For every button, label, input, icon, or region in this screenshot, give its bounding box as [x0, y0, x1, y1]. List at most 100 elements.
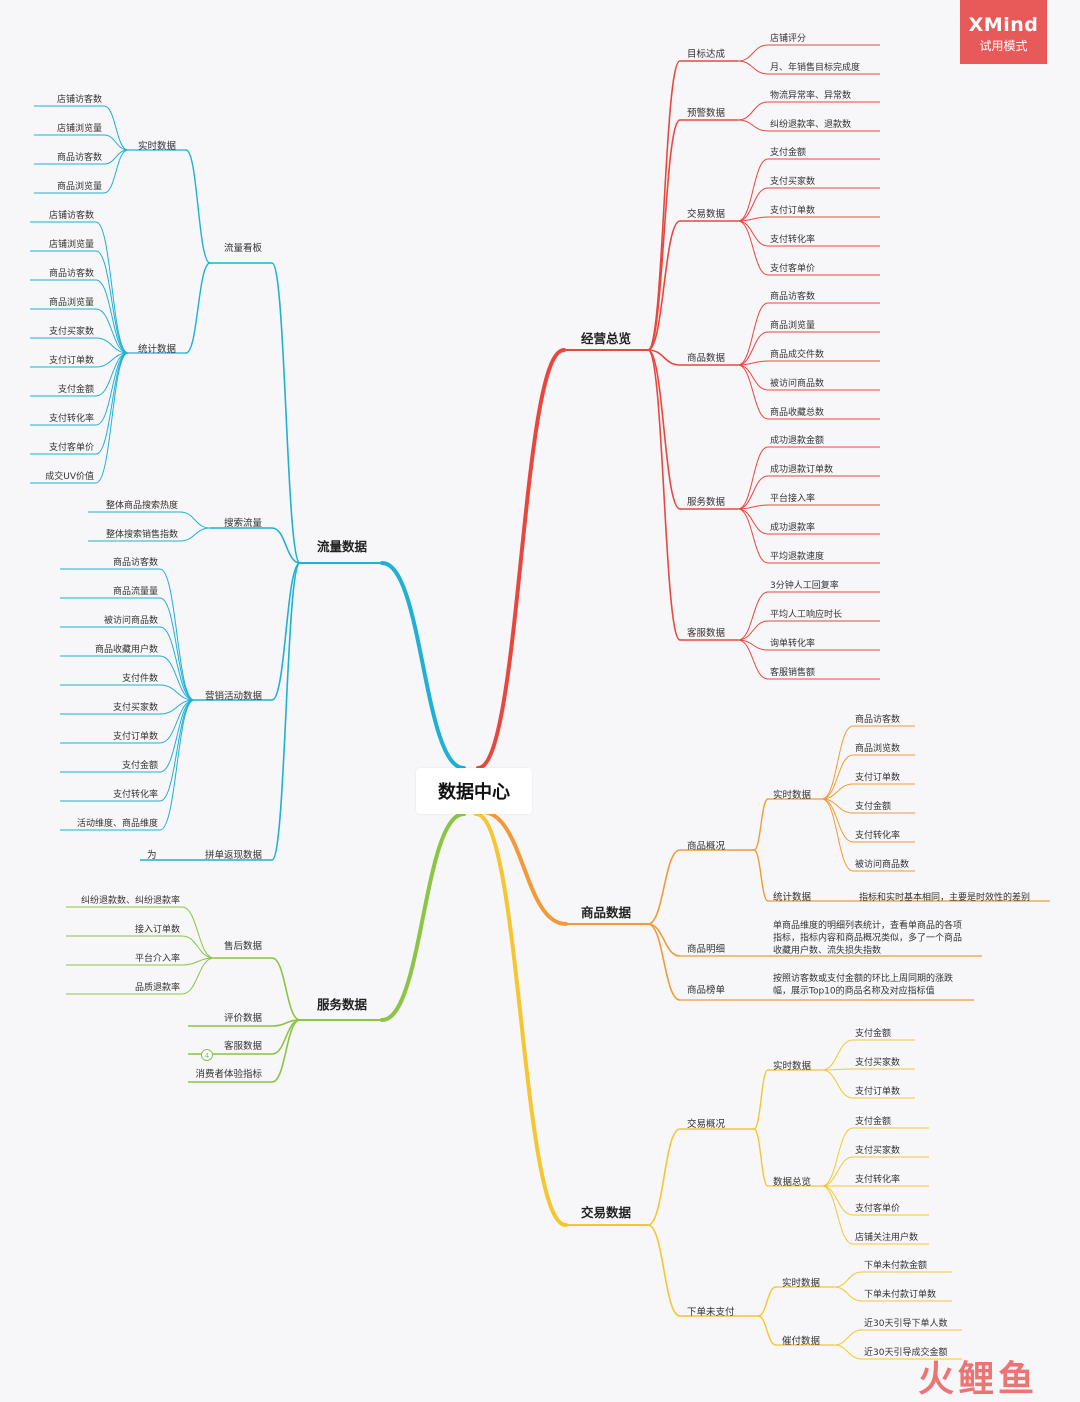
leaf-topic[interactable]: 3分钟人工回复率 — [770, 579, 839, 591]
leaf-topic[interactable]: 支付件数 — [122, 672, 158, 684]
group-topic[interactable]: 统计数据 — [138, 343, 177, 355]
leaf-topic[interactable]: 商品浏览数 — [855, 742, 900, 754]
leaf-topic[interactable]: 被访问商品数 — [770, 377, 824, 389]
leaf-topic[interactable]: 店铺关注用户数 — [855, 1231, 918, 1243]
section-topic-shangpin[interactable]: 商品数据 — [581, 905, 632, 920]
section-topic-jingying[interactable]: 经营总览 — [581, 331, 631, 346]
group-topic[interactable]: 商品概况 — [687, 840, 726, 852]
leaf-topic[interactable]: 平台介入率 — [135, 952, 180, 964]
leaf-topic[interactable]: 支付转化率 — [49, 412, 94, 424]
note-text[interactable]: 指标和实时基本相同，主要是时效性的差别 — [859, 891, 1030, 903]
leaf-topic[interactable]: 物流异常率、异常数 — [770, 89, 851, 101]
group-topic[interactable]: 营销活动数据 — [205, 690, 263, 702]
group-topic[interactable]: 商品数据 — [687, 352, 726, 364]
leaf-topic[interactable]: 近30天引导下单人数 — [864, 1317, 947, 1329]
group-topic[interactable]: 售后数据 — [224, 940, 263, 952]
group-topic[interactable]: 客服数据 — [687, 627, 726, 639]
leaf-topic[interactable]: 支付转化率 — [113, 788, 158, 800]
group-topic[interactable]: 数据总览 — [773, 1176, 811, 1188]
leaf-topic[interactable]: 店铺访客数 — [49, 209, 94, 221]
leaf-topic[interactable]: 支付订单数 — [49, 354, 94, 366]
leaf-topic[interactable]: 商品访客数 — [113, 556, 158, 568]
leaf-topic[interactable]: 被访问商品数 — [104, 614, 158, 626]
group-topic[interactable]: 商品榜单 — [687, 984, 726, 996]
leaf-topic[interactable]: 支付金额 — [770, 146, 806, 158]
leaf-topic[interactable]: 下单未付款订单数 — [864, 1288, 936, 1300]
leaf-topic[interactable]: 询单转化率 — [770, 637, 815, 649]
group-topic[interactable]: 客服数据 — [224, 1040, 263, 1052]
leaf-topic[interactable]: 支付金额 — [855, 1027, 891, 1039]
section-topic-fuwu[interactable]: 服务数据 — [317, 997, 368, 1012]
leaf-topic[interactable]: 支付订单数 — [113, 730, 158, 742]
note-text[interactable]: 幅，展示Top10的商品名称及对应指标值 — [773, 985, 935, 997]
leaf-topic[interactable]: 月、年销售目标完成度 — [770, 61, 860, 73]
leaf-topic[interactable]: 接入订单数 — [135, 923, 180, 935]
group-topic[interactable]: 催付数据 — [782, 1335, 821, 1347]
leaf-topic[interactable]: 支付转化率 — [855, 829, 900, 841]
leaf-topic[interactable]: 成交UV价值 — [45, 470, 94, 482]
leaf-topic[interactable]: 纠纷退款率、退款数 — [770, 118, 851, 130]
leaf-topic[interactable]: 为 — [147, 849, 157, 861]
group-topic[interactable]: 评价数据 — [224, 1012, 263, 1024]
leaf-topic[interactable]: 近30天引导成交金额 — [864, 1346, 947, 1358]
group-topic[interactable]: 交易概况 — [687, 1118, 726, 1130]
group-topic[interactable]: 实时数据 — [138, 140, 177, 152]
leaf-topic[interactable]: 支付订单数 — [855, 1085, 900, 1097]
leaf-topic[interactable]: 商品浏览量 — [770, 319, 815, 331]
leaf-topic[interactable]: 商品流量量 — [113, 585, 158, 597]
leaf-topic[interactable]: 店铺评分 — [770, 32, 806, 44]
leaf-topic[interactable]: 平台接入率 — [770, 492, 815, 504]
leaf-topic[interactable]: 支付买家数 — [770, 175, 815, 187]
leaf-topic[interactable]: 商品成交件数 — [770, 348, 824, 360]
leaf-topic[interactable]: 支付转化率 — [855, 1173, 900, 1185]
leaf-topic[interactable]: 支付买家数 — [855, 1144, 900, 1156]
group-topic[interactable]: 预警数据 — [687, 107, 726, 119]
leaf-topic[interactable]: 店铺访客数 — [57, 93, 102, 105]
leaf-topic[interactable]: 下单未付款金额 — [864, 1259, 927, 1271]
central-topic[interactable]: 数据中心 — [416, 768, 532, 814]
leaf-topic[interactable]: 店铺浏览量 — [57, 122, 102, 134]
leaf-topic[interactable]: 支付订单数 — [855, 771, 900, 783]
group-topic[interactable]: 流量看板 — [224, 242, 263, 254]
leaf-topic[interactable]: 支付金额 — [58, 383, 94, 395]
leaf-topic[interactable]: 支付客单价 — [855, 1202, 900, 1214]
leaf-topic[interactable]: 支付买家数 — [113, 701, 158, 713]
leaf-topic[interactable]: 纠纷退款数、纠纷退款率 — [81, 894, 180, 906]
leaf-topic[interactable]: 商品收藏用户数 — [95, 643, 158, 655]
group-topic[interactable]: 下单未支付 — [687, 1306, 735, 1318]
group-topic[interactable]: 交易数据 — [687, 208, 726, 220]
section-topic-liuliang[interactable]: 流量数据 — [317, 539, 368, 554]
note-text[interactable]: 单商品维度的明细列表统计，查看单商品的各项 — [773, 919, 962, 931]
leaf-topic[interactable]: 平均人工响应时长 — [770, 608, 842, 620]
leaf-topic[interactable]: 被访问商品数 — [855, 858, 909, 870]
leaf-topic[interactable]: 商品浏览量 — [57, 180, 102, 192]
leaf-topic[interactable]: 店铺浏览量 — [49, 238, 94, 250]
leaf-topic[interactable]: 商品访客数 — [57, 151, 102, 163]
group-topic[interactable]: 搜索流量 — [224, 517, 263, 529]
group-topic[interactable]: 实时数据 — [773, 1060, 812, 1072]
note-text[interactable]: 指标，指标内容和商品概况类似，多了一个商品 — [773, 932, 962, 944]
group-topic[interactable]: 实时数据 — [782, 1277, 821, 1289]
leaf-topic[interactable]: 支付订单数 — [770, 204, 815, 216]
collapsed-count-badge[interactable] — [201, 1049, 213, 1061]
group-topic[interactable]: 商品明细 — [687, 943, 725, 955]
leaf-topic[interactable]: 支付客单价 — [770, 262, 815, 274]
group-topic[interactable]: 消费者体验指标 — [195, 1068, 262, 1080]
leaf-topic[interactable]: 活动维度、商品维度 — [77, 817, 158, 829]
leaf-topic[interactable]: 支付金额 — [855, 1115, 891, 1127]
leaf-topic[interactable]: 商品收藏总数 — [770, 406, 824, 418]
leaf-topic[interactable]: 品质退款率 — [135, 981, 180, 993]
leaf-topic[interactable]: 整体搜索销售指数 — [106, 528, 178, 540]
leaf-topic[interactable]: 支付金额 — [855, 800, 891, 812]
leaf-topic[interactable]: 平均退款速度 — [770, 550, 824, 562]
leaf-topic[interactable]: 成功退款率 — [770, 521, 815, 533]
group-topic[interactable]: 服务数据 — [687, 496, 726, 508]
group-topic[interactable]: 拼单返现数据 — [205, 849, 263, 861]
group-topic[interactable]: 实时数据 — [773, 789, 812, 801]
section-topic-jiaoyi[interactable]: 交易数据 — [581, 1205, 632, 1220]
leaf-topic[interactable]: 整体商品搜索热度 — [106, 499, 178, 511]
note-text[interactable]: 按照访客数或支付金额的环比上周同期的涨跌 — [773, 972, 953, 984]
leaf-topic[interactable]: 支付金额 — [122, 759, 158, 771]
leaf-topic[interactable]: 支付买家数 — [49, 325, 94, 337]
leaf-topic[interactable]: 商品浏览量 — [49, 296, 94, 308]
